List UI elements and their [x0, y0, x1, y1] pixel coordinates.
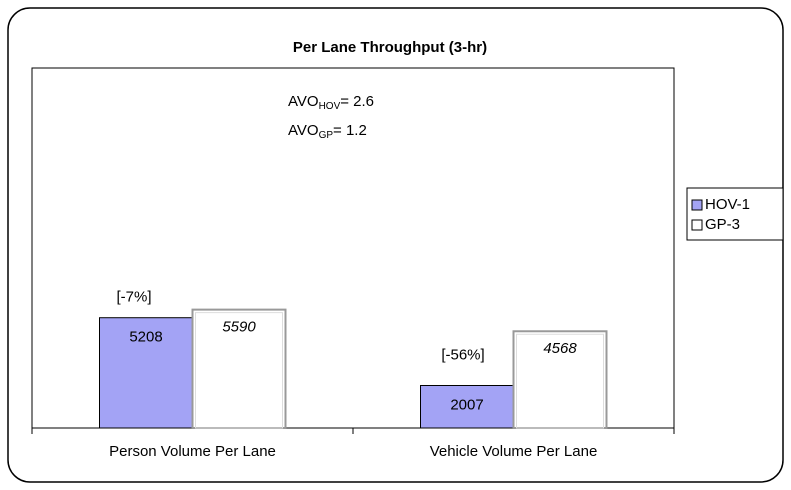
- x-tick-label: Vehicle Volume Per Lane: [430, 443, 598, 460]
- legend-label: GP-3: [705, 216, 740, 233]
- value-label: 2007: [450, 396, 483, 413]
- legend-swatch: [691, 199, 703, 211]
- annotation: AVOHOV= 2.6: [288, 93, 374, 112]
- annotation-sub: GP: [319, 130, 334, 141]
- change-label: [-7%]: [116, 289, 151, 306]
- value-label: 4568: [543, 340, 577, 357]
- annotation-text: AVO: [288, 122, 319, 139]
- chart-title: Per Lane Throughput (3-hr): [293, 39, 487, 56]
- bar-inner-border: [516, 333, 604, 429]
- bar: [512, 330, 608, 429]
- legend-swatch: [691, 219, 703, 231]
- annotation: AVOGP= 1.2: [288, 122, 367, 141]
- x-tick-label: Person Volume Per Lane: [109, 443, 276, 460]
- annotation-text: AVO: [288, 93, 319, 110]
- value-label: 5590: [222, 319, 256, 336]
- annotation-suffix: = 2.6: [340, 93, 374, 110]
- bar: [191, 308, 287, 430]
- legend: [686, 187, 784, 241]
- bar: [99, 317, 193, 429]
- value-label: 5208: [129, 329, 162, 346]
- annotation-suffix: = 1.2: [333, 122, 367, 139]
- legend-label: HOV-1: [705, 196, 750, 213]
- annotation-sub: HOV: [319, 101, 341, 112]
- bar-inner-border: [195, 312, 283, 429]
- change-label: [-56%]: [441, 346, 484, 363]
